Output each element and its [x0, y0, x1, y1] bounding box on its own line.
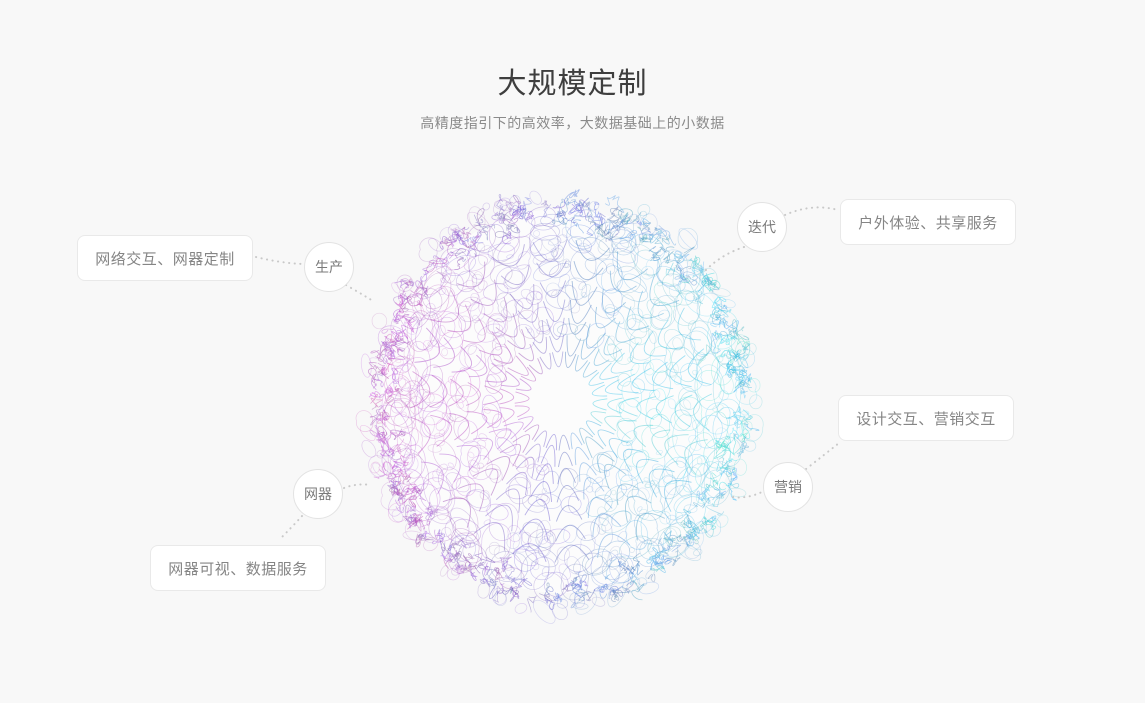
connector-line: [279, 515, 303, 540]
node-iteration: 迭代: [737, 202, 787, 252]
node-label: 生产: [315, 259, 343, 275]
device-visual-card: 网器可视、数据服务: [150, 545, 326, 591]
card-label: 网器可视、数据服务: [168, 560, 308, 578]
connector-line: [255, 256, 304, 265]
node-label: 网器: [304, 486, 332, 502]
node-label: 迭代: [748, 219, 776, 235]
outdoor-experience-card: 户外体验、共享服务: [840, 199, 1016, 245]
connector-line: [805, 442, 840, 470]
connector-line: [784, 206, 839, 216]
network-interaction-card: 网络交互、网器定制: [77, 235, 253, 281]
card-label: 户外体验、共享服务: [858, 214, 998, 232]
page-subtitle: 高精度指引下的高效率，大数据基础上的小数据: [420, 115, 725, 131]
node-production: 生产: [304, 242, 354, 292]
node-label: 营销: [774, 479, 802, 495]
node-marketing: 营销: [763, 462, 813, 512]
sphere-visualization: [355, 189, 764, 624]
page-title: 大规模定制: [497, 68, 648, 100]
node-device: 网器: [293, 469, 343, 519]
card-label: 网络交互、网器定制: [95, 250, 235, 268]
card-label: 设计交互、营销交互: [856, 410, 996, 428]
design-interaction-card: 设计交互、营销交互: [838, 395, 1014, 441]
